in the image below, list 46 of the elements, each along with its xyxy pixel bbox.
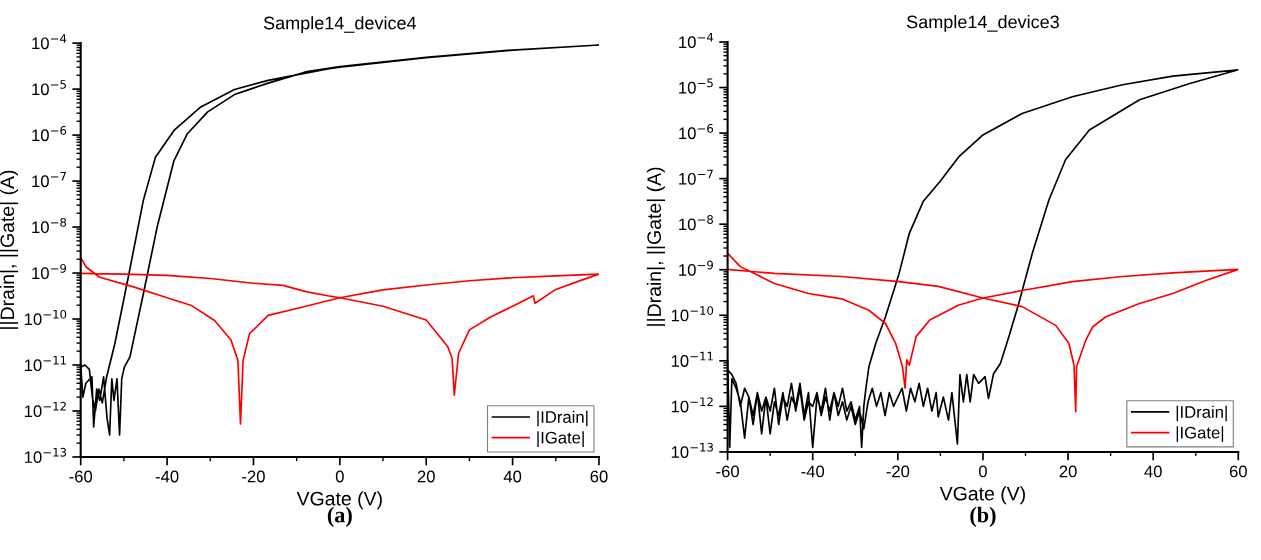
x-tick-label: -60 [716, 465, 739, 478]
x-tick-label: 20 [1059, 465, 1077, 478]
legend-label: |IGate| [1176, 426, 1224, 442]
legend-label: |IDrain| [537, 410, 588, 427]
x-tick-label: 0 [978, 465, 987, 478]
y-tick-label: 10$^{−9}$ [32, 263, 67, 280]
chart-title: Sample14_device3 [906, 15, 1059, 32]
legend-label: |IDrain| [1176, 405, 1227, 422]
y-tick-label: 10$^{−12}$ [24, 401, 66, 418]
y-tick-label: 10$^{−5}$ [32, 80, 66, 96]
y-tick-label: 10$^{−7}$ [679, 169, 713, 185]
x-tick-label: 0 [335, 470, 344, 483]
y-tick-label: 10$^{−9}$ [679, 260, 713, 276]
x-tick-label: -40 [155, 470, 179, 483]
y-tick-label: 10$^{−6}$ [679, 123, 714, 140]
x-tick-label: 20 [417, 470, 435, 483]
x-tick-label: -40 [801, 465, 825, 478]
text: (b) [970, 506, 996, 527]
y-tick-label: 10$^{−12}$ [671, 397, 713, 413]
x-tick-label: 60 [590, 470, 608, 483]
y-tick-label: 10$^{−10}$ [671, 306, 714, 322]
y-tick-label: 10$^{−4}$ [32, 34, 67, 50]
y-axis-title: ||Drain|, ||Gate| (A) [0, 170, 19, 329]
line-series [80, 256, 599, 425]
y-tick-label: 10$^{−13}$ [24, 447, 67, 464]
x-axis-title: VGate (V) [939, 486, 1025, 505]
x-tick-label: 40 [1144, 465, 1162, 478]
y-tick-label: 10$^{−10}$ [24, 309, 67, 326]
y-tick-label: 10$^{−8}$ [679, 215, 713, 231]
y-tick-label: 10$^{−6}$ [32, 125, 67, 142]
y-tick-label: 10$^{−8}$ [32, 217, 67, 234]
text: (a) [327, 506, 352, 527]
legend-label: |IGate| [537, 431, 584, 447]
x-tick-label: 40 [503, 470, 522, 483]
y-tick-label: 10$^{−7}$ [32, 172, 66, 188]
x-tick-label: -60 [69, 470, 93, 483]
chart-title: Sample14_device4 [263, 16, 417, 33]
y-axis-title: ||Drain|, ||Gate| (A) [646, 167, 666, 326]
y-tick-label: 10$^{−11}$ [24, 356, 66, 372]
y-tick-label: 10$^{−11}$ [671, 351, 713, 367]
y-tick-label: 10$^{−5}$ [679, 78, 713, 94]
x-tick-label: -20 [886, 465, 910, 478]
x-tick-label: 60 [1229, 465, 1247, 478]
y-tick-label: 10$^{−4}$ [679, 33, 714, 49]
y-tick-label: 10$^{−13}$ [671, 442, 713, 458]
x-tick-label: -20 [242, 470, 265, 483]
